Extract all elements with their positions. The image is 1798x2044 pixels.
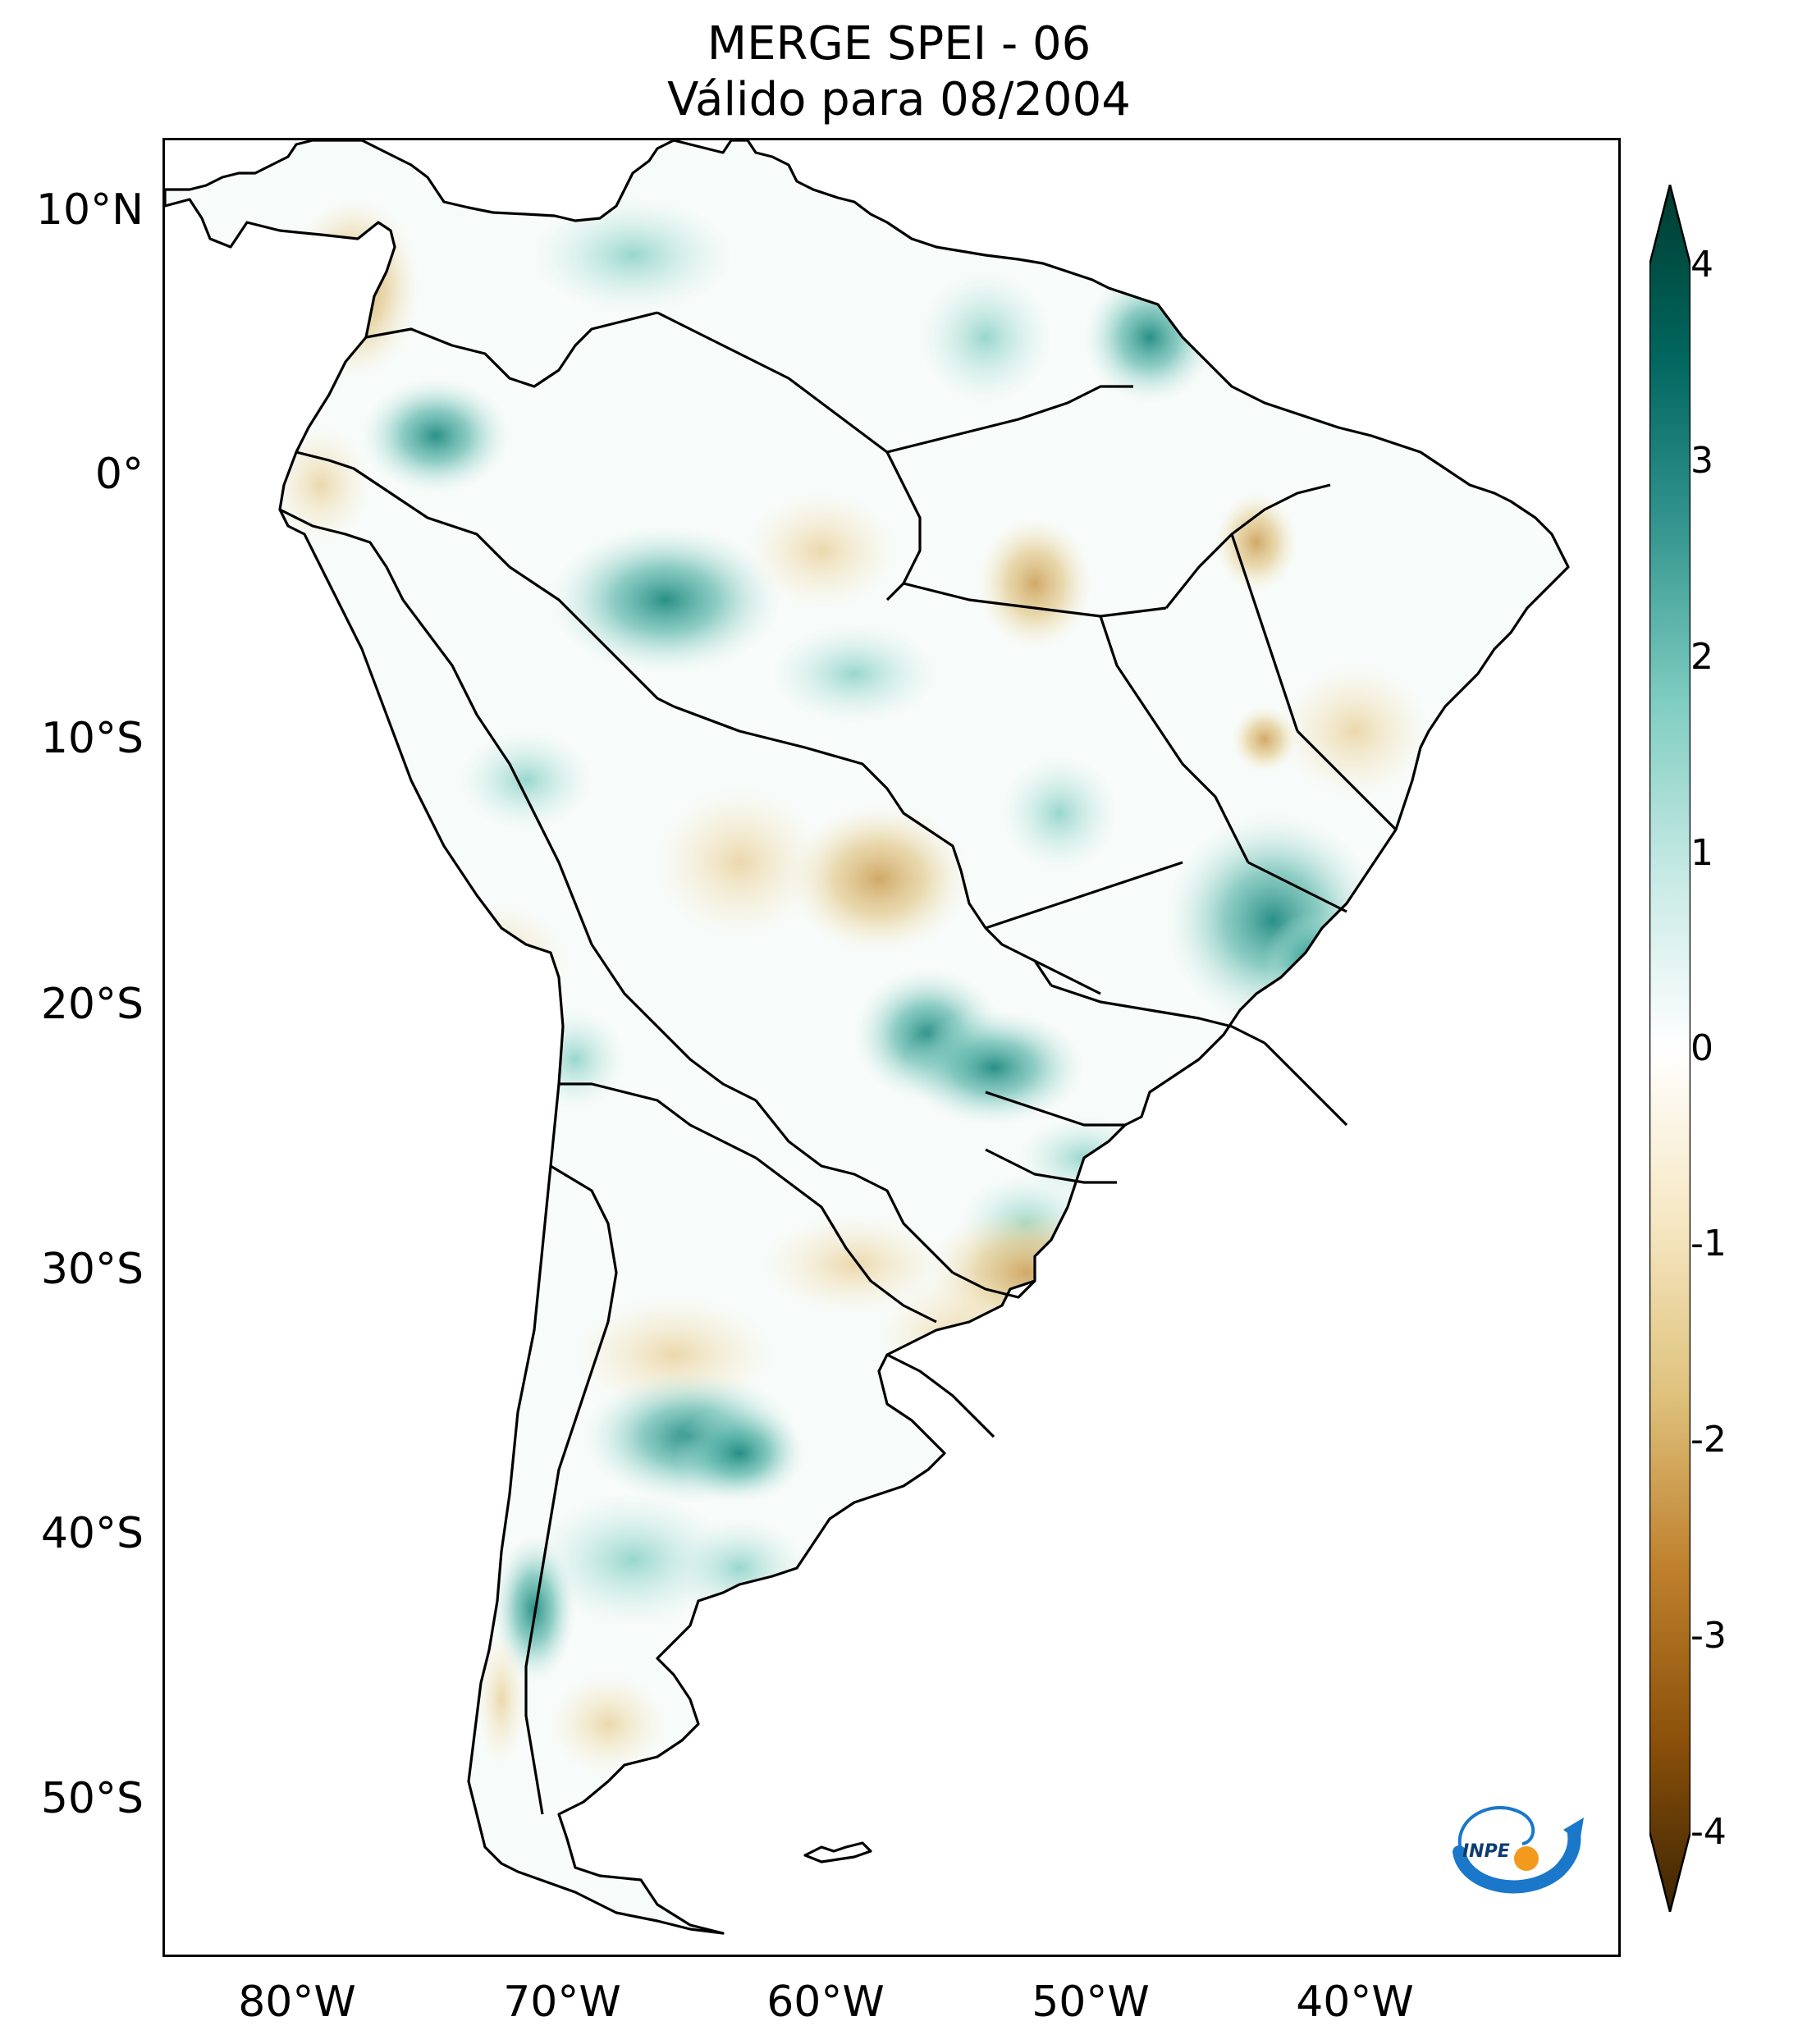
lon-label-80w: 80°W: [238, 1978, 356, 2027]
anomaly-patch: [1232, 706, 1297, 772]
anomaly-patch: [764, 1215, 945, 1314]
inpe-logo: INPE: [1453, 1805, 1584, 1894]
border-line: [952, 1271, 1036, 1299]
map-panel: [162, 138, 1621, 1957]
colorbar-tick-1: 1: [1690, 832, 1713, 874]
map-svg: [165, 140, 1570, 1935]
colorbar: [1649, 185, 1690, 1912]
colorbar-tick-0: 0: [1690, 1027, 1713, 1069]
anomaly-patch: [551, 526, 780, 674]
border-line: [1263, 1041, 1348, 1127]
border-line: [1296, 729, 1398, 831]
border-line: [754, 1100, 954, 1274]
island-outline: [803, 1841, 872, 1863]
anomaly-patch: [534, 198, 731, 313]
chart-subtitle: Válido para 08/2004: [667, 73, 1131, 126]
lon-label-60w: 60°W: [766, 1978, 885, 2027]
anomaly-patch: [657, 789, 821, 936]
border-line: [657, 311, 922, 601]
anomaly-patch: [1166, 813, 1379, 1027]
lon-label-50w: 50°W: [1032, 1978, 1150, 2027]
anomaly-patch: [674, 1519, 805, 1617]
border-line: [985, 1148, 1117, 1184]
border-line: [1099, 615, 1250, 863]
anomaly-patch: [551, 1675, 666, 1773]
anomaly-patch: [904, 1010, 1084, 1125]
border-line: [165, 140, 1570, 1935]
lat-label-30s: 30°S: [40, 1245, 144, 1294]
anomaly-patch: [1174, 1068, 1322, 1182]
anomaly-patch: [748, 493, 895, 608]
lat-label-10n: 10°N: [35, 185, 144, 235]
anomaly-patch: [1281, 665, 1429, 797]
anomaly-patch: [288, 895, 419, 1027]
border-line: [590, 944, 757, 1102]
lat-label-10s: 10°S: [40, 714, 144, 763]
border-line: [524, 1164, 618, 1815]
anomaly-patch: [789, 805, 969, 953]
anomaly-patch: [1002, 756, 1117, 871]
colorbar-tick-3: 3: [1690, 440, 1713, 482]
lat-label-40s: 40°S: [40, 1509, 144, 1558]
anomaly-patch: [1084, 272, 1215, 403]
anomaly-patch: [272, 428, 370, 542]
border-line: [1247, 861, 1347, 913]
border-line: [279, 508, 405, 601]
border-line: [509, 565, 675, 708]
colorbar-body: [1649, 185, 1690, 1912]
border-line: [1164, 483, 1331, 609]
chart-title: MERGE SPEI - 06: [707, 17, 1091, 71]
land-fill: [165, 140, 1568, 1933]
lat-label-0: 0°: [94, 450, 144, 499]
border-line: [295, 450, 511, 569]
anomaly-patch: [419, 903, 567, 1018]
lon-label-70w: 70°W: [503, 1978, 621, 2027]
border-line: [985, 1091, 1125, 1127]
border-line: [886, 1353, 995, 1438]
anomaly-patch: [920, 272, 1051, 403]
border-line: [755, 1156, 937, 1324]
anomaly-patch: [526, 1010, 624, 1109]
border-line: [886, 385, 1133, 454]
border-line: [1050, 984, 1265, 1045]
colorbar-tick-neg4: -4: [1690, 1811, 1727, 1853]
lat-label-50s: 50°S: [40, 1774, 144, 1823]
colorbar-tick-neg1: -1: [1690, 1223, 1727, 1264]
border-line: [673, 705, 1053, 986]
anomaly-patch: [460, 731, 592, 830]
border-line: [985, 861, 1183, 930]
border-line: [903, 582, 1167, 618]
colorbar-tick-4: 4: [1690, 244, 1713, 286]
anomaly-patch: [674, 1404, 805, 1502]
inpe-logo-text: INPE: [1462, 1841, 1510, 1862]
colorbar-tick-2: 2: [1690, 636, 1713, 678]
lat-label-20s: 20°S: [40, 980, 144, 1029]
colorbar-tick-neg3: -3: [1690, 1615, 1727, 1657]
country-borders: [165, 140, 1570, 1935]
anomaly-patch: [1265, 912, 1363, 1010]
anomaly-patch: [362, 378, 510, 493]
lon-label-40w: 40°W: [1296, 1978, 1414, 2027]
border-line: [365, 311, 658, 388]
border-line: [559, 1082, 757, 1159]
anomaly-patch: [772, 624, 936, 723]
border-line: [401, 599, 593, 945]
anomaly-patch: [977, 518, 1092, 649]
anomaly-patch: [534, 1494, 731, 1626]
anomaly-patch: [477, 1634, 526, 1765]
border-line: [1034, 959, 1101, 995]
colorbar-tick-neg2: -2: [1690, 1419, 1727, 1461]
border-line: [1230, 533, 1299, 732]
anomaly-patch: [1215, 493, 1297, 592]
